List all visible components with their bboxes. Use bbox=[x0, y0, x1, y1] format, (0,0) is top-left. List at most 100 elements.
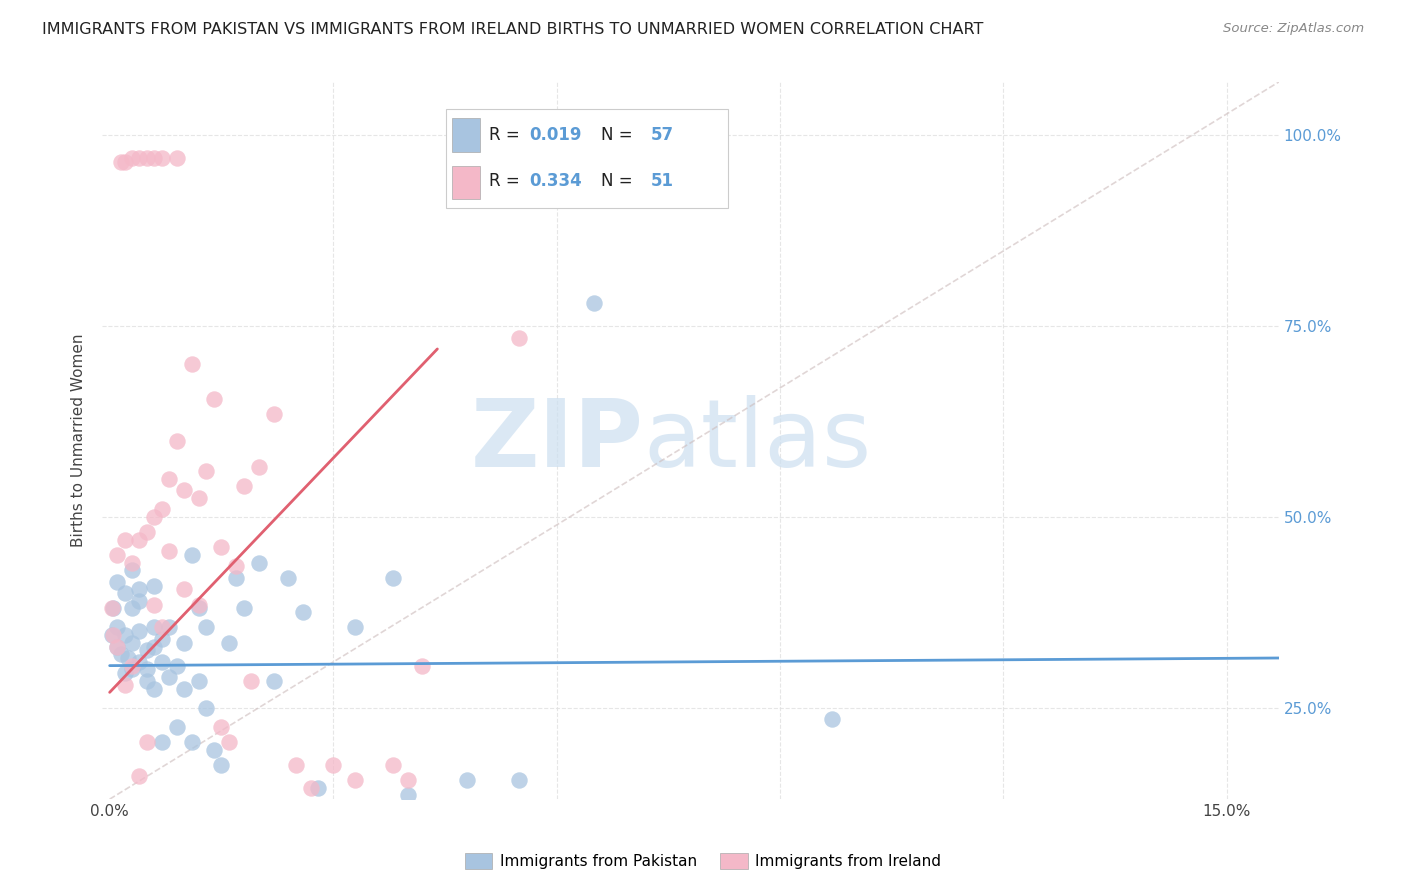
Point bbox=[218, 735, 240, 749]
Point bbox=[218, 636, 240, 650]
Point bbox=[188, 601, 211, 615]
Point bbox=[173, 681, 195, 696]
Text: R =: R = bbox=[489, 172, 524, 190]
Point bbox=[143, 681, 166, 696]
Point bbox=[114, 628, 136, 642]
Point bbox=[150, 620, 173, 634]
Point bbox=[103, 601, 125, 615]
Point bbox=[121, 563, 143, 577]
Point bbox=[166, 720, 188, 734]
Legend: Immigrants from Pakistan, Immigrants from Ireland: Immigrants from Pakistan, Immigrants fro… bbox=[458, 847, 948, 875]
Point bbox=[128, 533, 150, 547]
Text: Source: ZipAtlas.com: Source: ZipAtlas.com bbox=[1223, 22, 1364, 36]
Point bbox=[121, 636, 143, 650]
Text: 0.019: 0.019 bbox=[530, 127, 582, 145]
Point bbox=[344, 620, 367, 634]
Text: R =: R = bbox=[489, 127, 524, 145]
Point bbox=[103, 628, 125, 642]
Point bbox=[114, 155, 136, 169]
Point bbox=[128, 594, 150, 608]
Text: 0.334: 0.334 bbox=[530, 172, 582, 190]
Point bbox=[188, 598, 211, 612]
Point bbox=[166, 434, 188, 448]
Point bbox=[225, 571, 247, 585]
Point bbox=[582, 296, 605, 310]
Point bbox=[209, 757, 232, 772]
Text: 57: 57 bbox=[651, 127, 673, 145]
Point bbox=[381, 571, 404, 585]
Point bbox=[157, 472, 180, 486]
Point bbox=[150, 655, 173, 669]
Text: N =: N = bbox=[602, 172, 638, 190]
Point bbox=[582, 151, 605, 165]
Point bbox=[195, 700, 218, 714]
Point bbox=[396, 789, 419, 803]
Point bbox=[180, 735, 202, 749]
Point bbox=[821, 712, 844, 726]
Point bbox=[110, 155, 132, 169]
Point bbox=[101, 628, 124, 642]
Point bbox=[110, 647, 132, 661]
Point bbox=[180, 357, 202, 371]
Point bbox=[135, 643, 157, 657]
Point bbox=[299, 780, 322, 795]
Point bbox=[105, 548, 128, 562]
Point bbox=[105, 640, 128, 654]
Point bbox=[143, 598, 166, 612]
Point bbox=[225, 559, 247, 574]
Point bbox=[166, 658, 188, 673]
Point bbox=[188, 673, 211, 688]
Point bbox=[135, 662, 157, 676]
Point bbox=[195, 620, 218, 634]
Point bbox=[150, 632, 173, 646]
Point bbox=[209, 541, 232, 555]
Point bbox=[173, 483, 195, 497]
FancyBboxPatch shape bbox=[446, 109, 728, 208]
Point bbox=[307, 780, 329, 795]
Point bbox=[202, 392, 225, 406]
Point bbox=[195, 464, 218, 478]
Point bbox=[263, 673, 285, 688]
Point bbox=[247, 556, 270, 570]
Point bbox=[101, 601, 124, 615]
Point bbox=[396, 773, 419, 788]
Text: ZIP: ZIP bbox=[471, 394, 644, 486]
Point bbox=[209, 720, 232, 734]
Y-axis label: Births to Unmarried Women: Births to Unmarried Women bbox=[72, 334, 86, 548]
Point bbox=[157, 670, 180, 684]
Point bbox=[143, 640, 166, 654]
Point bbox=[105, 574, 128, 589]
Point bbox=[128, 624, 150, 639]
Point bbox=[284, 757, 307, 772]
FancyBboxPatch shape bbox=[451, 119, 481, 153]
Text: N =: N = bbox=[602, 127, 638, 145]
Point bbox=[117, 651, 139, 665]
Point bbox=[121, 601, 143, 615]
Point bbox=[114, 533, 136, 547]
Point bbox=[166, 151, 188, 165]
Point bbox=[277, 571, 299, 585]
Point bbox=[121, 658, 143, 673]
Point bbox=[456, 773, 478, 788]
Point bbox=[232, 479, 254, 493]
Point bbox=[114, 666, 136, 681]
Point bbox=[135, 673, 157, 688]
Point bbox=[114, 586, 136, 600]
Point bbox=[173, 636, 195, 650]
Point bbox=[121, 662, 143, 676]
Point bbox=[143, 151, 166, 165]
Point bbox=[180, 548, 202, 562]
Point bbox=[150, 735, 173, 749]
Point bbox=[128, 582, 150, 597]
Point bbox=[135, 735, 157, 749]
Point bbox=[150, 502, 173, 516]
Point bbox=[381, 757, 404, 772]
Point bbox=[188, 491, 211, 505]
Point bbox=[105, 640, 128, 654]
Point bbox=[114, 678, 136, 692]
Point bbox=[128, 151, 150, 165]
Point bbox=[173, 582, 195, 597]
Point bbox=[143, 578, 166, 592]
Point bbox=[105, 620, 128, 634]
Text: 51: 51 bbox=[651, 172, 673, 190]
